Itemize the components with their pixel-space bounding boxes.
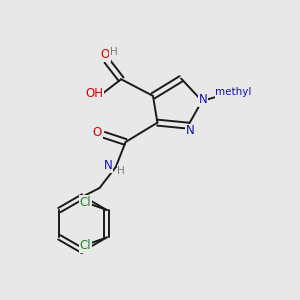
Text: H: H [110, 47, 117, 57]
Text: H: H [117, 166, 125, 176]
Text: methyl: methyl [215, 87, 252, 97]
Text: Cl: Cl [80, 239, 91, 252]
Text: Cl: Cl [80, 196, 91, 209]
Text: N: N [104, 159, 112, 172]
Text: O: O [101, 48, 110, 62]
Text: OH: OH [85, 87, 103, 100]
Text: N: N [199, 93, 208, 106]
Text: N: N [185, 124, 194, 137]
Text: O: O [93, 126, 102, 139]
